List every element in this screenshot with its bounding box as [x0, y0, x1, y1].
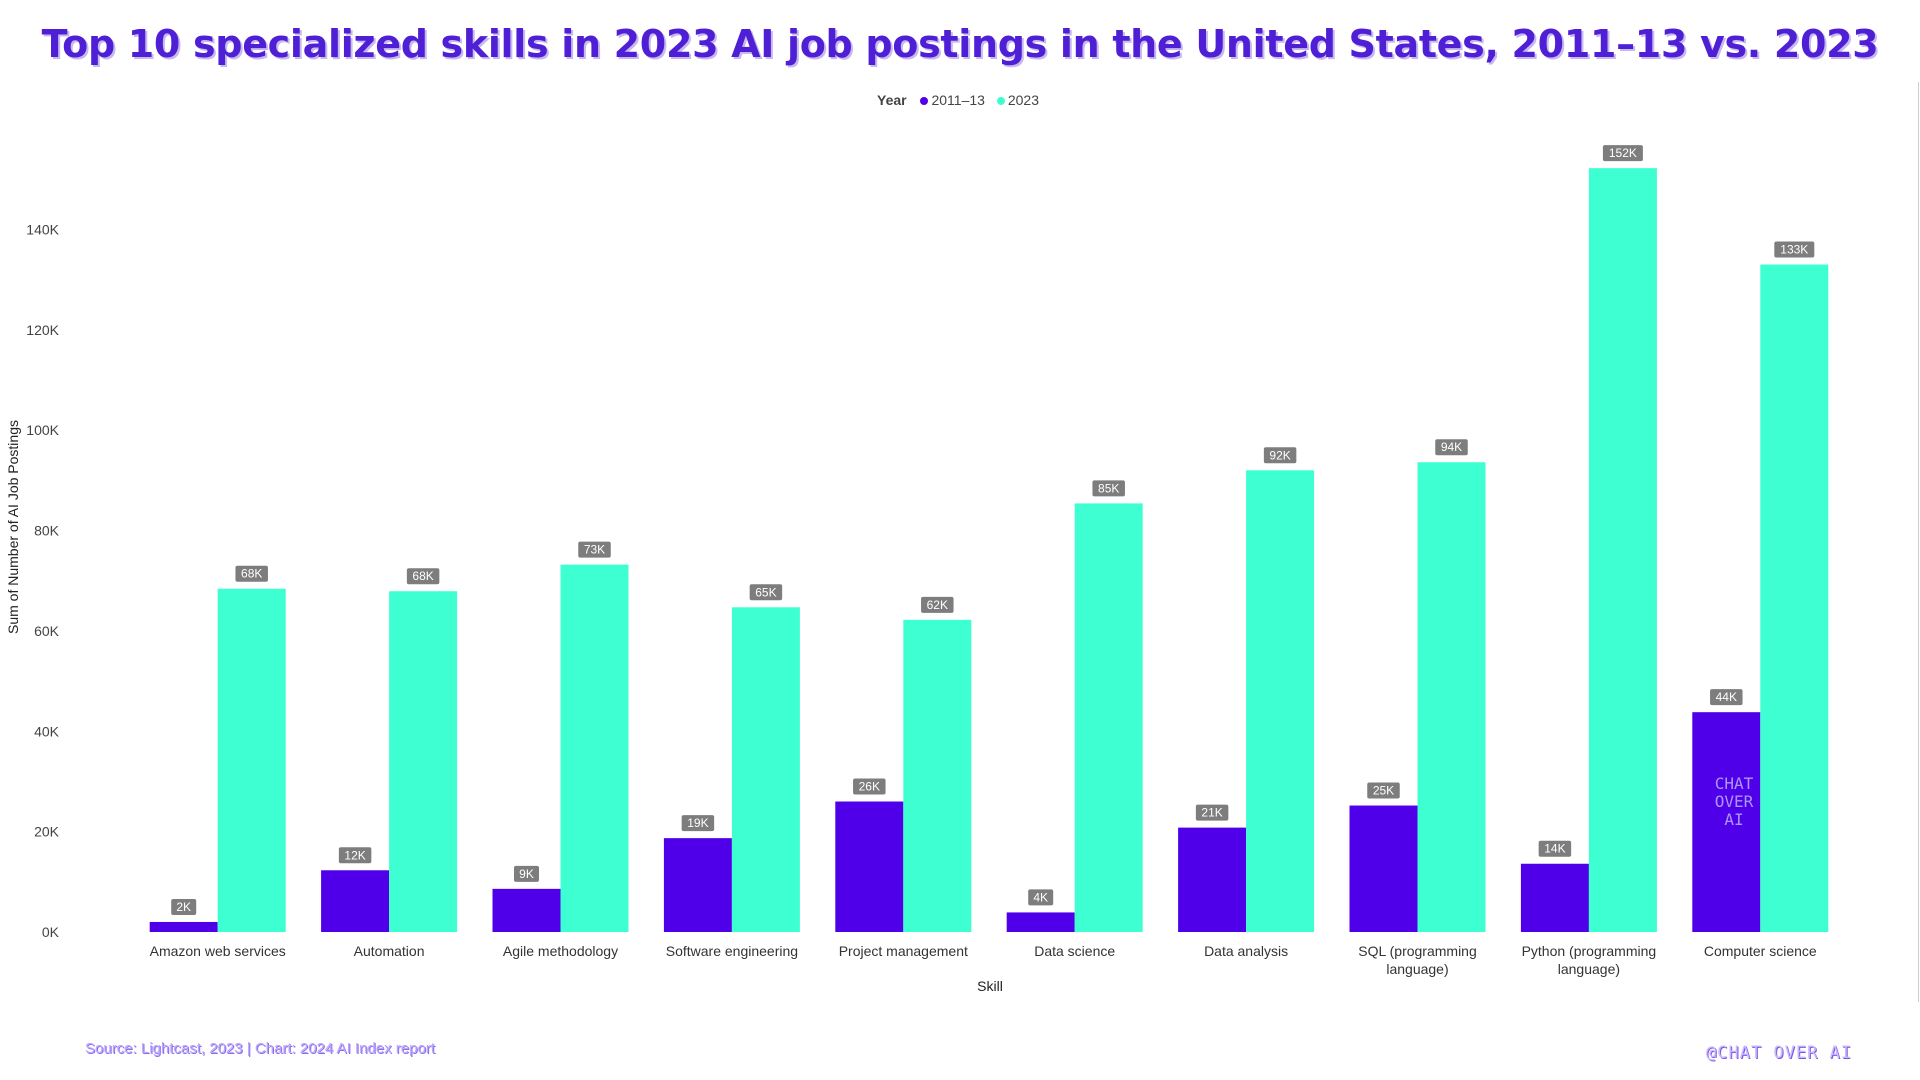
y-tick-label: 40K: [34, 723, 60, 739]
x-tick-label: Project management: [839, 943, 968, 959]
bar-2011-13: [835, 801, 904, 932]
data-label: 73K: [584, 543, 605, 557]
data-label-bg: [1710, 689, 1743, 706]
x-tick-label: Data analysis: [1204, 943, 1288, 959]
data-label-bg: [1602, 145, 1643, 162]
watermark-line-2: OVER: [1714, 792, 1754, 811]
bar-2011-13: [1178, 827, 1247, 932]
bar-2023: [731, 607, 800, 932]
x-tick-label: SQL (programming: [1358, 943, 1477, 959]
data-label-bg: [235, 565, 268, 582]
bar-2011-13: [1349, 805, 1418, 932]
data-label-bg: [1028, 889, 1054, 906]
data-label: 21K: [1201, 806, 1222, 820]
y-axis-title: Sum of Number of AI Job Postings: [5, 420, 21, 634]
data-label: 4K: [1033, 890, 1048, 904]
bar-2011-13: [149, 921, 218, 932]
data-label: 92K: [1269, 448, 1290, 462]
data-label-bg: [681, 815, 715, 832]
data-label-bg: [514, 865, 539, 882]
data-label-bg: [406, 568, 440, 585]
bar-2023: [1760, 264, 1829, 933]
data-label: 2K: [176, 900, 191, 914]
y-tick-label: 80K: [34, 523, 60, 539]
legend-title: Year: [877, 92, 907, 108]
y-tick-label: 20K: [34, 824, 60, 840]
x-tick-label: Automation: [354, 943, 425, 959]
bar-2023: [560, 564, 629, 932]
source-note: Source: Lightcast, 2023 | Chart: 2024 AI…: [85, 1040, 435, 1057]
data-label-bg: [1774, 241, 1815, 258]
bar-2023: [1074, 503, 1143, 932]
bar-2011-13: [1692, 712, 1761, 932]
x-tick-label: language): [1558, 961, 1620, 977]
data-label: 25K: [1373, 784, 1394, 798]
x-tick-label: Agile methodology: [503, 943, 618, 959]
legend-label-2011-13[interactable]: 2011–13: [931, 92, 985, 108]
bar-2023: [389, 591, 458, 932]
data-label-bg: [921, 596, 954, 613]
bar-2011-13: [1520, 863, 1589, 932]
data-label-bg: [1435, 439, 1468, 456]
data-label: 62K: [927, 598, 948, 612]
data-label: 14K: [1544, 842, 1565, 856]
data-label-bg: [1092, 480, 1125, 497]
x-tick-label: language): [1386, 961, 1448, 977]
chart-title: Top 10 specialized skills in 2023 AI job…: [41, 22, 1879, 66]
data-label: 19K: [687, 816, 708, 830]
watermark-line-3: AI: [1724, 810, 1744, 829]
y-tick-label: 120K: [26, 322, 59, 338]
bar-2023: [1588, 168, 1657, 933]
data-label-bg: [1538, 840, 1572, 857]
data-label: 94K: [1441, 440, 1462, 454]
legend-label-2023[interactable]: 2023: [1007, 92, 1039, 108]
data-label-bg: [853, 778, 886, 795]
brand-handle: @CHAT OVER AI: [1705, 1043, 1852, 1063]
legend-swatch-2023: [996, 97, 1005, 106]
legend-swatch-2011-13: [920, 97, 929, 106]
bar-2023: [1417, 462, 1486, 932]
bar-2023: [1246, 470, 1315, 932]
legend: Year 2011–13 2023: [0, 92, 1920, 108]
bar-2011-13: [492, 888, 561, 932]
data-label: 26K: [859, 780, 880, 794]
x-axis-title: Skill: [977, 978, 1003, 994]
data-label: 68K: [412, 569, 433, 583]
data-label: 85K: [1098, 481, 1119, 495]
data-label: 133K: [1780, 243, 1808, 257]
y-tick-label: 60K: [34, 623, 60, 639]
data-label-bg: [749, 584, 783, 601]
data-label: 9K: [519, 867, 534, 881]
x-tick-label: Python (programming: [1522, 943, 1657, 959]
y-tick-label: 0K: [42, 924, 60, 940]
x-tick-label: Computer science: [1704, 943, 1817, 959]
bar-2011-13: [1006, 912, 1075, 932]
bar-2023: [217, 588, 286, 932]
bar-2011-13: [321, 870, 390, 932]
y-tick-label: 100K: [26, 422, 59, 438]
bar-2023: [903, 619, 972, 932]
data-label-bg: [578, 541, 611, 558]
data-label: 65K: [755, 585, 776, 599]
data-label: 44K: [1716, 690, 1737, 704]
data-label: 68K: [241, 567, 262, 581]
data-label: 152K: [1609, 146, 1637, 160]
data-label-bg: [171, 898, 197, 915]
bar-2011-13: [663, 838, 732, 932]
data-label: 12K: [344, 848, 365, 862]
data-label-bg: [1263, 447, 1297, 464]
right-divider: [1918, 82, 1919, 1002]
x-tick-label: Data science: [1034, 943, 1115, 959]
data-label-bg: [1195, 804, 1229, 821]
x-tick-label: Amazon web services: [150, 943, 286, 959]
data-label-bg: [338, 847, 372, 864]
x-tick-label: Software engineering: [666, 943, 798, 959]
watermark-line-1: CHAT: [1714, 774, 1754, 793]
data-label-bg: [1367, 782, 1400, 799]
chat-over-ai-watermark-logo: CHAT OVER AI: [1706, 775, 1762, 845]
y-tick-label: 140K: [26, 221, 59, 237]
